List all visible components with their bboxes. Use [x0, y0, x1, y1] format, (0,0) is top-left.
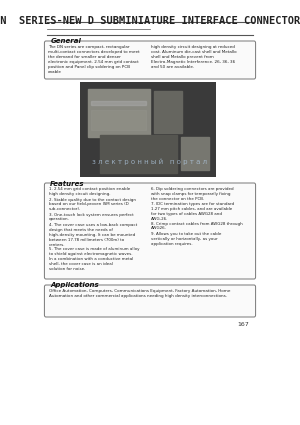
Text: high density circuit designing at reduced
cost. Aluminum die-cast shell and Meta: high density circuit designing at reduce… [152, 45, 237, 68]
Bar [88, 89, 150, 137]
Text: Features: Features [50, 181, 85, 187]
Text: The DN series are compact, rectangular
multi-contact connectors developed to mee: The DN series are compact, rectangular m… [48, 45, 140, 74]
Text: Applications: Applications [50, 282, 99, 288]
Bar [91, 101, 146, 105]
Text: General: General [50, 38, 81, 44]
FancyBboxPatch shape [44, 183, 256, 279]
FancyBboxPatch shape [80, 82, 216, 177]
Text: 5. The cover case is made of aluminum alloy
to shield against electromagnetic wa: 5. The cover case is made of aluminum al… [49, 247, 139, 271]
Text: 2. Stable quality due to the contact design
based on our field-proven ISM series: 2. Stable quality due to the contact des… [49, 198, 136, 211]
Bar [100, 135, 177, 173]
Text: 6. Dip soldering connectors are provided
with snap clamps for temporarily fixing: 6. Dip soldering connectors are provided… [152, 187, 234, 201]
Text: з л е к т р о н н ы й   п о р т а л: з л е к т р о н н ы й п о р т а л [92, 159, 208, 165]
Text: 7. IDC termination types are for standard
1.27 mm pitch cables, and are availabl: 7. IDC termination types are for standar… [152, 202, 235, 221]
Text: 1. 2.54 mm grid contact position enable
high density circuit designing.: 1. 2.54 mm grid contact position enable … [49, 187, 130, 196]
Bar [91, 110, 146, 130]
Text: 8. Crimp contact cables from AWG28 through
AWG26.: 8. Crimp contact cables from AWG28 throu… [152, 221, 243, 230]
Text: 9. Allows you to take out the cable
vertically or horizontally, as your
applicat: 9. Allows you to take out the cable vert… [152, 232, 222, 246]
Text: DN  SERIES-NEW D SUBMINIATURE INTERFACE CONNECTORS: DN SERIES-NEW D SUBMINIATURE INTERFACE C… [0, 16, 300, 26]
Text: 4. The cover case uses a low-back compact
design that meets the needs of
high-de: 4. The cover case uses a low-back compac… [49, 223, 137, 246]
Bar [181, 137, 209, 170]
Text: 167: 167 [237, 322, 249, 327]
Text: 3. One-touch lock system ensures perfect
operation.: 3. One-touch lock system ensures perfect… [49, 212, 134, 221]
Text: Office Automation, Computers, Communications Equipment, Factory Automation, Home: Office Automation, Computers, Communicat… [49, 289, 230, 298]
Bar [154, 91, 182, 133]
FancyBboxPatch shape [44, 41, 256, 79]
FancyBboxPatch shape [44, 285, 256, 317]
